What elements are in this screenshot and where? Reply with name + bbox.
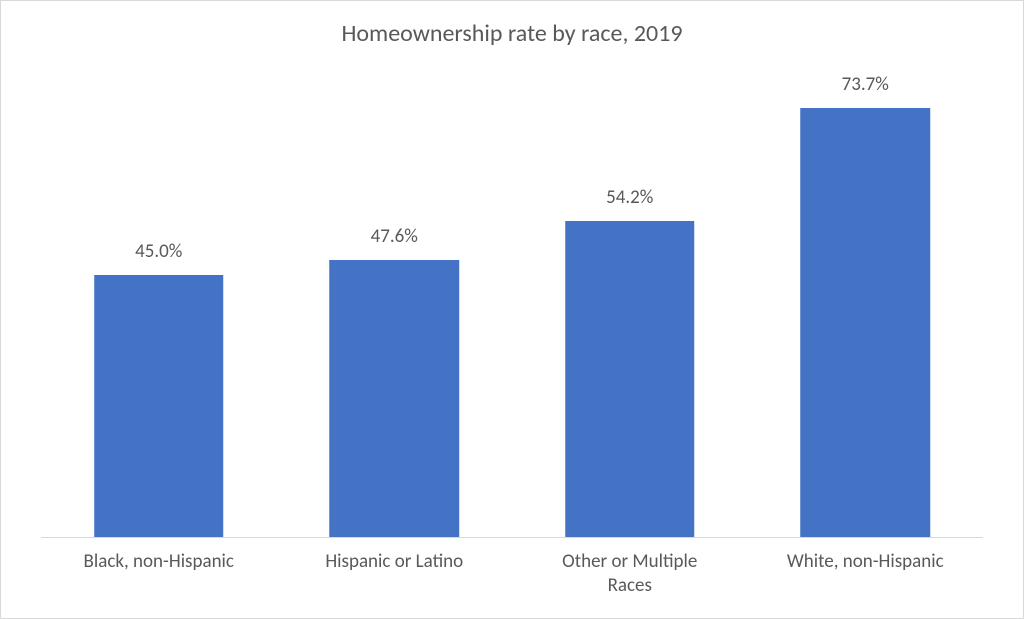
bar <box>800 108 930 537</box>
x-axis-label: White, non-Hispanic <box>748 538 984 618</box>
x-axis-label: Black, non-Hispanic <box>41 538 277 618</box>
bar-value-label: 73.7% <box>842 73 889 96</box>
bar <box>94 275 224 537</box>
bar-slot: 47.6% <box>277 71 513 537</box>
x-axis-label: Hispanic or Latino <box>277 538 513 618</box>
bar <box>565 221 695 537</box>
bar-value-label: 47.6% <box>371 225 418 248</box>
bar-slot: 54.2% <box>512 71 748 537</box>
bar-slot: 73.7% <box>748 71 984 537</box>
x-axis: Black, non-HispanicHispanic or LatinoOth… <box>41 538 983 618</box>
bar-slot: 45.0% <box>41 71 277 537</box>
chart-frame: Homeownership rate by race, 2019 45.0% 47… <box>0 0 1024 619</box>
x-axis-label: Other or MultipleRaces <box>512 538 748 618</box>
plot-area: 45.0% 47.6% 54.2% 73.7% <box>41 71 983 538</box>
bar-value-label: 54.2% <box>606 186 653 209</box>
chart-title: Homeownership rate by race, 2019 <box>1 19 1023 48</box>
bar <box>329 260 459 537</box>
bar-value-label: 45.0% <box>135 240 182 263</box>
